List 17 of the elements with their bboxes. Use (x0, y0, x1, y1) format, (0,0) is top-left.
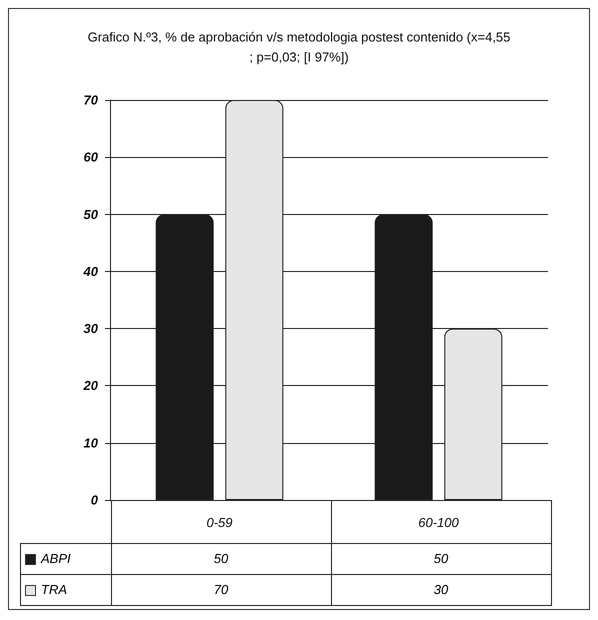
legend-label: ABPI (20, 543, 111, 574)
y-tick-label: 50 (84, 206, 99, 222)
y-tick-label: 60 (84, 150, 99, 165)
x-tick-label: 0-59 (206, 515, 233, 530)
legend-label: TRA (20, 574, 111, 605)
y-tick-label: 10 (84, 435, 99, 450)
data-label: 70 (111, 574, 331, 605)
data-label: 50 (331, 543, 551, 574)
y-tick-label: 30 (84, 321, 99, 336)
y-tick-label: 40 (82, 264, 99, 279)
data-label: 30 (331, 574, 551, 605)
y-tick-label: 0 (90, 492, 99, 508)
data-label: 50 (111, 543, 331, 574)
y-tick-label: 70 (84, 92, 99, 108)
x-tick-label: 60-100 (418, 515, 460, 530)
chart-title: Grafico N.º3, % de aprobación v/s metodologia postest contenido (x=4,55; p=0,03; [I 97%]) (88, 30, 510, 64)
y-tick-label: 20 (82, 378, 99, 394)
